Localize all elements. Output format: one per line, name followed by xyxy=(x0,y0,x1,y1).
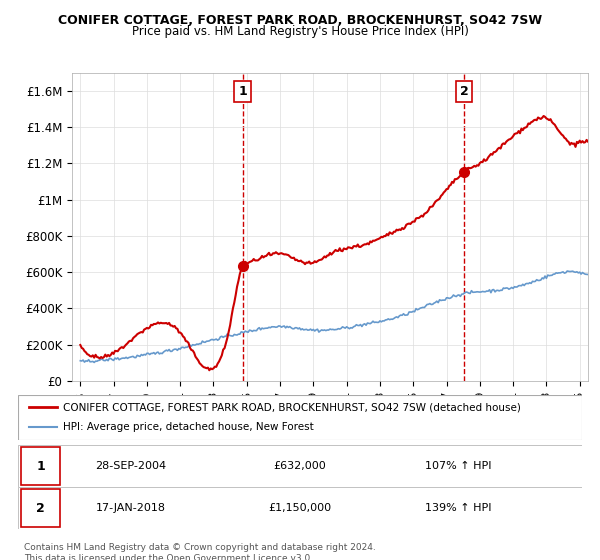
Text: CONIFER COTTAGE, FOREST PARK ROAD, BROCKENHURST, SO42 7SW: CONIFER COTTAGE, FOREST PARK ROAD, BROCK… xyxy=(58,14,542,27)
Text: 28-SEP-2004: 28-SEP-2004 xyxy=(95,461,166,471)
FancyBboxPatch shape xyxy=(21,489,61,527)
Text: 2: 2 xyxy=(36,502,45,515)
FancyBboxPatch shape xyxy=(18,445,582,487)
Text: 1: 1 xyxy=(238,85,247,98)
Text: HPI: Average price, detached house, New Forest: HPI: Average price, detached house, New … xyxy=(63,422,314,432)
Text: 17-JAN-2018: 17-JAN-2018 xyxy=(96,503,166,513)
Text: Contains HM Land Registry data © Crown copyright and database right 2024.
This d: Contains HM Land Registry data © Crown c… xyxy=(24,543,376,560)
Text: 1: 1 xyxy=(36,460,45,473)
FancyBboxPatch shape xyxy=(18,395,582,440)
FancyBboxPatch shape xyxy=(21,447,61,485)
Text: 139% ↑ HPI: 139% ↑ HPI xyxy=(425,503,491,513)
Text: Price paid vs. HM Land Registry's House Price Index (HPI): Price paid vs. HM Land Registry's House … xyxy=(131,25,469,38)
Text: 2: 2 xyxy=(460,85,469,98)
Text: 107% ↑ HPI: 107% ↑ HPI xyxy=(425,461,491,471)
FancyBboxPatch shape xyxy=(18,487,582,529)
Text: CONIFER COTTAGE, FOREST PARK ROAD, BROCKENHURST, SO42 7SW (detached house): CONIFER COTTAGE, FOREST PARK ROAD, BROCK… xyxy=(63,402,521,412)
Text: £1,150,000: £1,150,000 xyxy=(268,503,332,513)
Text: £632,000: £632,000 xyxy=(274,461,326,471)
